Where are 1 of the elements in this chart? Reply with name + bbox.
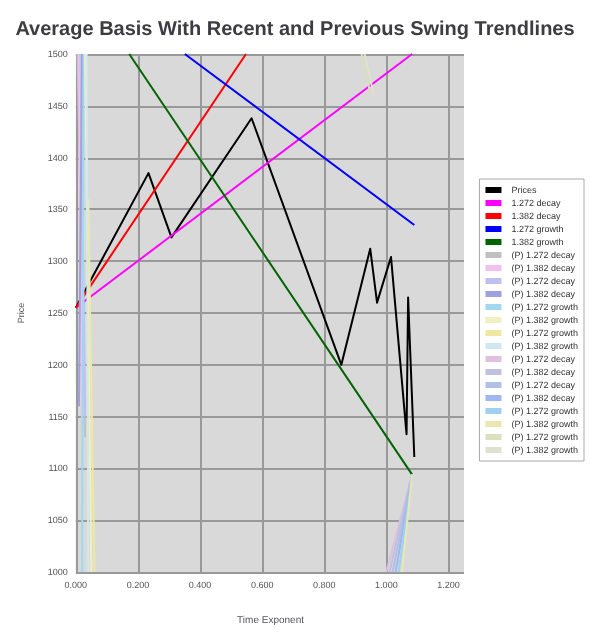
chart-title: Average Basis With Recent and Previous Swing Trendlines xyxy=(15,19,576,41)
